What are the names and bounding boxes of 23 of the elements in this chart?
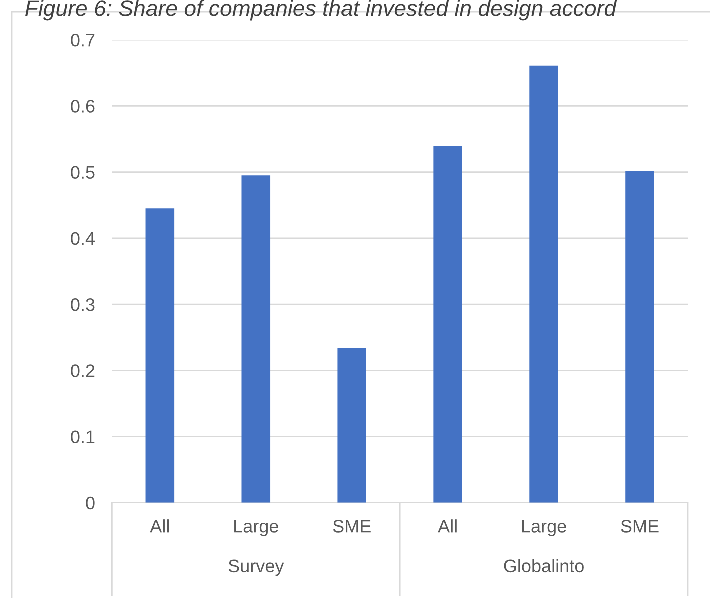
bar <box>146 208 175 503</box>
bar <box>626 170 654 503</box>
y-tick-label: 0.4 <box>71 232 95 246</box>
text: Globalinto <box>504 559 584 573</box>
bar <box>434 146 462 503</box>
x-tick-label: All <box>438 520 457 533</box>
y-tick-label: 0.1 <box>71 430 95 444</box>
y-tick-label: 0.7 <box>71 34 95 47</box>
y-tick-label: 0.2 <box>71 364 95 378</box>
text: Survey <box>228 560 284 576</box>
chart-title: Figure 6: Share of companies that invested in design accord <box>26 0 618 21</box>
y-tick-label: 0 <box>86 496 95 510</box>
x-tick-label: Large <box>234 520 278 536</box>
bar <box>242 176 271 503</box>
y-tick-label: 0.5 <box>71 166 95 180</box>
x-tick-label: Large <box>522 520 566 536</box>
bar <box>338 348 366 503</box>
y-tick-label: 0.6 <box>71 100 95 113</box>
x-tick-label: SME <box>621 520 659 533</box>
bar <box>530 66 558 503</box>
x-tick-label: All <box>150 520 169 533</box>
x-tick-label: SME <box>333 520 371 533</box>
y-tick-label: 0.3 <box>71 298 95 312</box>
